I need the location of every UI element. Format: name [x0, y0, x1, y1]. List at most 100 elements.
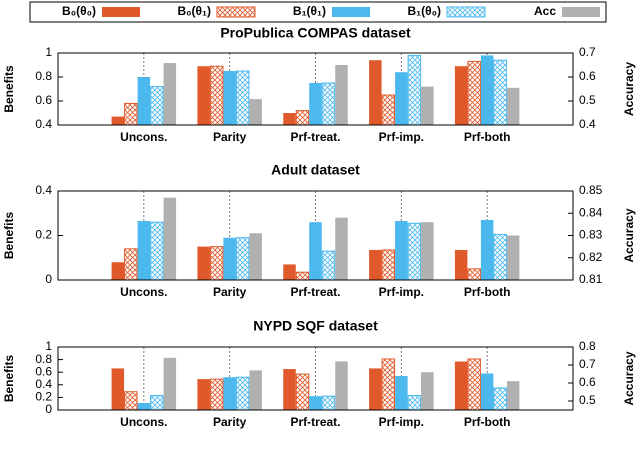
bar — [480, 373, 494, 410]
bar — [137, 403, 151, 410]
legend-swatch — [446, 6, 486, 18]
y2-tick-label: 0.7 — [579, 357, 596, 371]
bar — [506, 235, 520, 280]
y-tick-label: 0.4 — [35, 117, 52, 131]
legend-swatch — [332, 7, 370, 17]
x-tick-label: Prf-imp. — [379, 415, 424, 429]
bar — [395, 375, 408, 410]
bar — [421, 86, 434, 125]
y-axis-label: Benefits — [2, 65, 16, 113]
legend-label: Acc — [534, 4, 556, 18]
bar — [506, 87, 520, 125]
y-tick-label: 0.8 — [35, 352, 52, 366]
y2-tick-label: 0.6 — [579, 69, 596, 83]
bar — [381, 249, 396, 281]
bar — [197, 66, 210, 125]
bar — [124, 248, 138, 281]
bar — [283, 113, 296, 125]
bar — [111, 262, 125, 280]
bar — [150, 221, 164, 281]
y-tick-label: 0.4 — [35, 183, 52, 197]
bar — [150, 395, 164, 411]
y-tick-label: 0 — [45, 272, 52, 286]
bar — [493, 387, 507, 411]
x-tick-label: Parity — [213, 415, 247, 429]
bar — [309, 396, 322, 410]
x-tick-label: Prf-treat. — [290, 285, 340, 299]
bar — [223, 377, 236, 410]
bar — [506, 381, 520, 410]
y-tick-label: 0.6 — [35, 93, 52, 107]
legend-label: B₀(θ₀) — [62, 4, 96, 18]
y-tick-label: 0.2 — [35, 228, 52, 242]
bar — [421, 222, 434, 280]
bar — [369, 249, 382, 280]
bar — [407, 395, 422, 411]
bar — [407, 54, 422, 126]
bar — [209, 378, 224, 411]
bar — [321, 250, 336, 281]
bar — [295, 373, 310, 411]
y-tick-label: 0.4 — [35, 377, 52, 391]
x-tick-label: Prf-imp. — [379, 130, 424, 144]
y-tick-label: 1 — [45, 45, 52, 59]
plot-frame — [57, 346, 574, 411]
bar — [381, 358, 396, 411]
bar — [209, 65, 224, 126]
bar — [369, 60, 382, 126]
bar — [150, 86, 164, 126]
x-tick-label: Parity — [213, 285, 247, 299]
x-tick-label: Prf-both — [464, 285, 511, 299]
x-tick-label: Uncons. — [120, 415, 167, 429]
bar — [197, 246, 210, 280]
bar — [223, 71, 236, 125]
bar — [395, 72, 408, 125]
y2-tick-label: 0.4 — [579, 117, 596, 131]
y2-tick-label: 0.7 — [579, 45, 596, 59]
bar — [235, 237, 250, 281]
bar — [480, 55, 494, 125]
x-tick-label: Prf-both — [464, 415, 511, 429]
legend-swatch — [102, 7, 140, 17]
bar — [283, 369, 296, 410]
y2-tick-label: 0.5 — [579, 93, 596, 107]
bar — [197, 379, 210, 410]
plot-frame — [57, 190, 574, 281]
y-tick-label: 0.6 — [35, 364, 52, 378]
y-tick-label: 0.2 — [35, 390, 52, 404]
bar — [163, 357, 177, 410]
bar — [209, 246, 224, 281]
y2-tick-label: 0.85 — [579, 183, 603, 197]
bar — [467, 268, 481, 281]
bar — [407, 222, 422, 281]
bar — [309, 83, 322, 125]
y2-tick-label: 0.5 — [579, 393, 596, 407]
bar — [283, 264, 296, 280]
y2-tick-label: 0.81 — [579, 272, 603, 286]
bar — [235, 70, 250, 126]
bar — [137, 221, 151, 280]
y-axis-label: Benefits — [2, 212, 16, 260]
bar — [249, 99, 262, 125]
y2-tick-label: 0.83 — [579, 228, 603, 242]
x-tick-label: Prf-treat. — [290, 130, 340, 144]
bar — [124, 102, 138, 126]
y2-tick-label: 0.8 — [579, 339, 596, 353]
bar — [395, 221, 408, 280]
y2-tick-label: 0.84 — [579, 205, 603, 219]
bar — [480, 219, 494, 280]
bar — [321, 82, 336, 126]
y2-tick-label: 0.6 — [579, 375, 596, 389]
bar — [111, 368, 125, 410]
bar — [493, 59, 507, 126]
plot-frame — [57, 52, 574, 126]
x-tick-label: Prf-imp. — [379, 285, 424, 299]
bar — [235, 376, 250, 411]
legend-swatch — [216, 6, 256, 18]
bar — [454, 249, 468, 280]
y2-axis-label: Accuracy — [622, 351, 636, 405]
chart-title: ProPublica COMPAS dataset — [220, 25, 411, 41]
bar — [454, 361, 468, 410]
legend-swatch — [562, 7, 600, 17]
